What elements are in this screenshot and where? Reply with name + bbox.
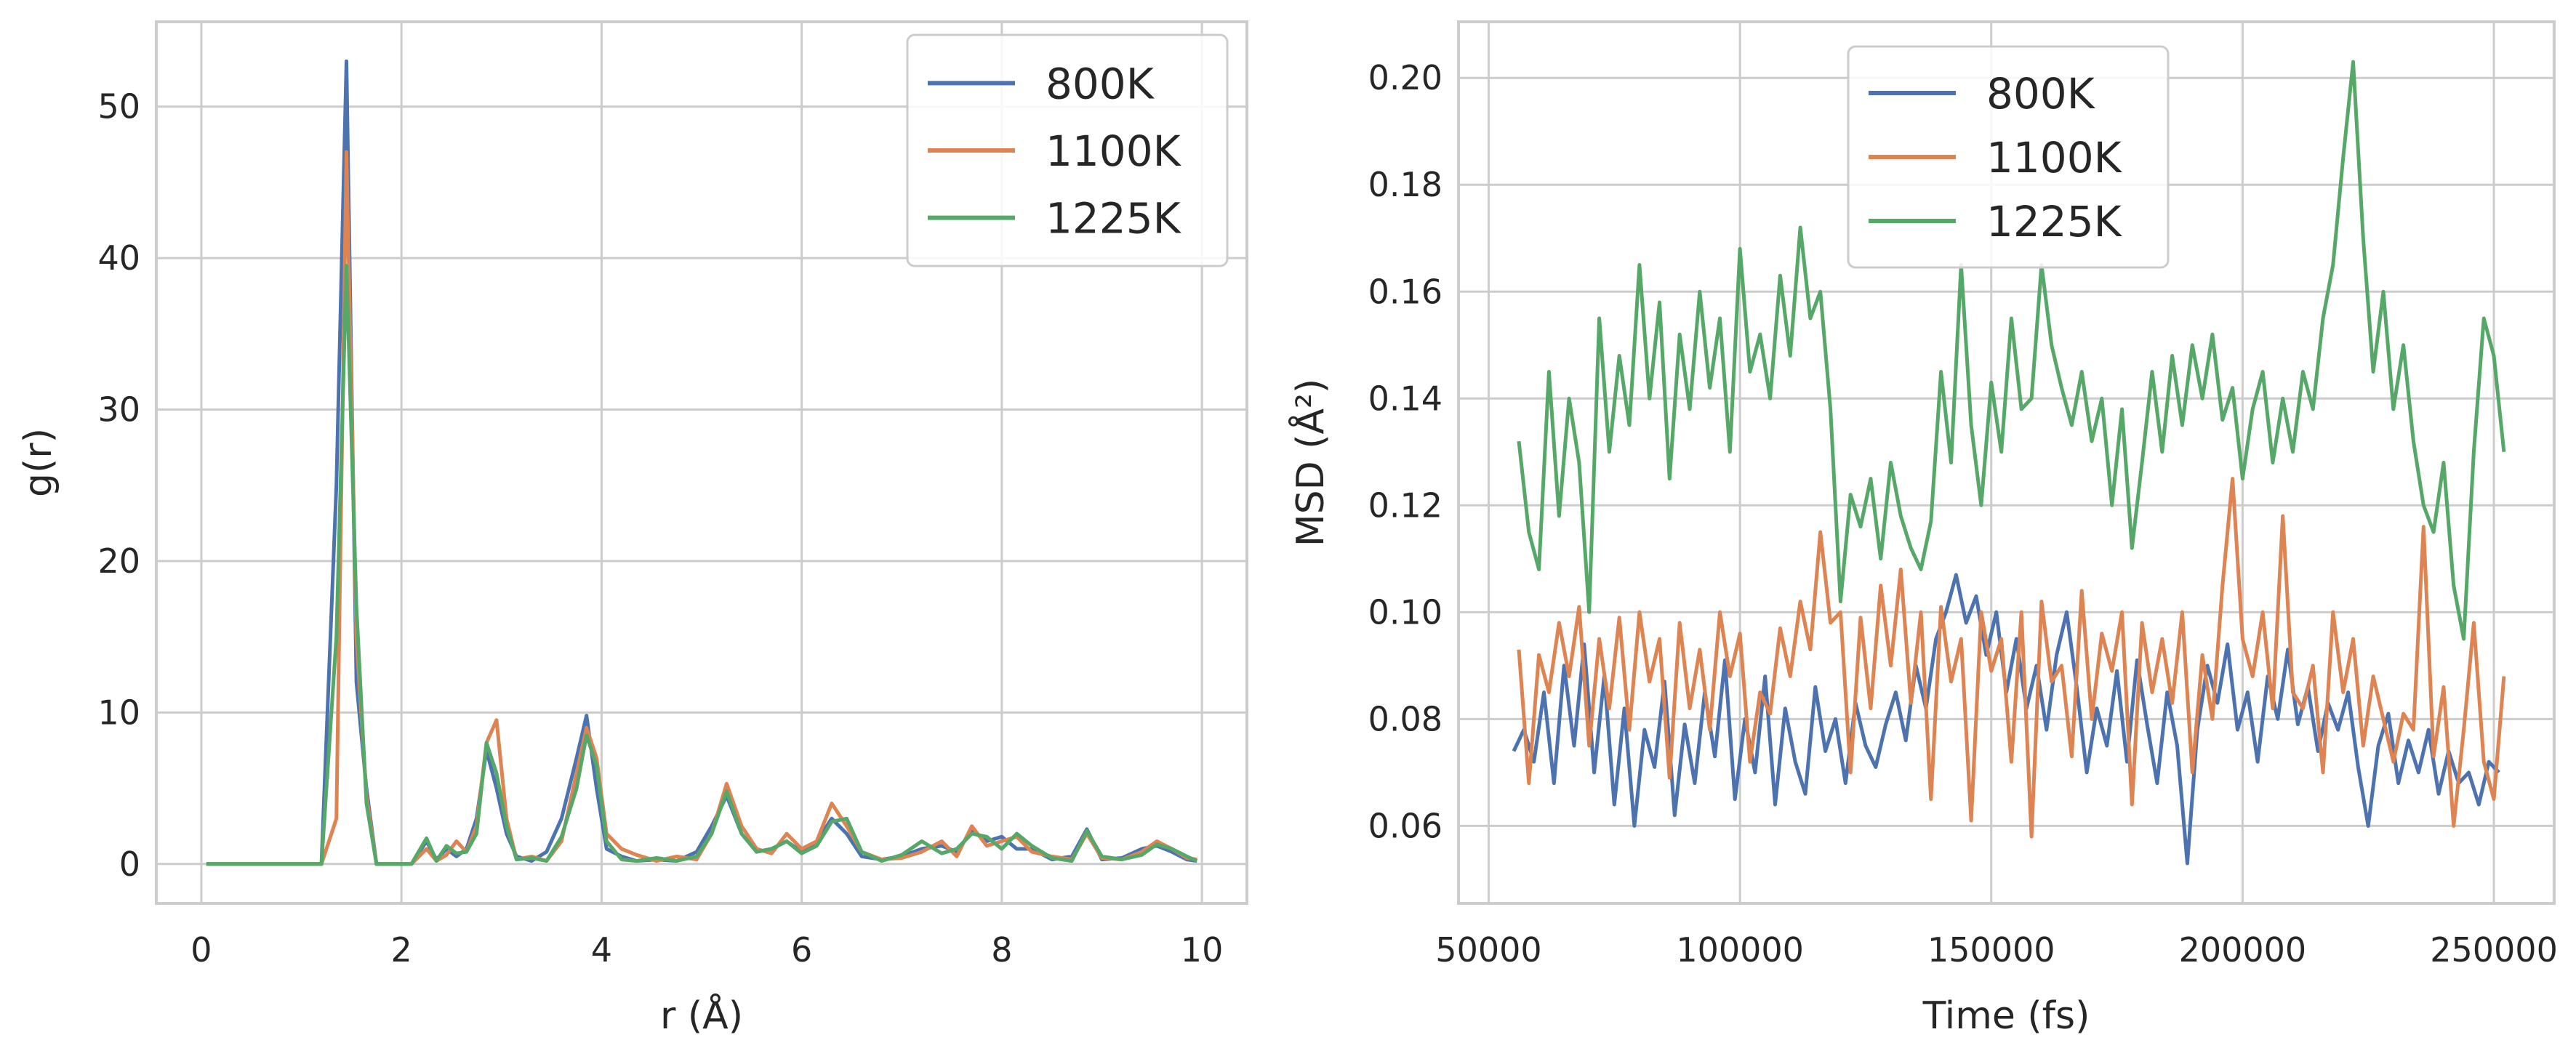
msd-ytick-label: 0.06 (1368, 806, 1443, 845)
rdf-legend-label-1225K: 1225K (1046, 194, 1182, 243)
rdf-legend: 800K 1100K 1225K (906, 33, 1229, 267)
msd-ytick-label: 0.14 (1368, 379, 1443, 418)
msd-xtick-label: 200000 (2179, 930, 2307, 970)
msd-legend: 800K 1100K 1225K (1847, 45, 2170, 269)
rdf-chart: 0 2 4 6 8 10 0 10 20 30 40 50 r (Å) g(r) 800K 1100K 1… (17, 20, 1248, 1038)
rdf-ytick-label: 30 (97, 390, 140, 430)
msd-frame (1457, 20, 2556, 905)
rdf-ytick-label: 50 (97, 87, 140, 126)
rdf-legend-label-1100K: 1100K (1046, 126, 1182, 176)
msd-series-1225K (1517, 60, 2506, 641)
rdf-xtick-label: 4 (591, 930, 612, 970)
msd-legend-label-800K: 800K (1986, 69, 2096, 118)
msd-ytick-label: 0.18 (1368, 165, 1443, 204)
rdf-legend-box (906, 33, 1229, 267)
rdf-frame (155, 20, 1248, 905)
msd-legend-label-1225K: 1225K (1986, 197, 2123, 246)
rdf-x-label: r (Å) (660, 993, 743, 1038)
msd-chart: 50000 100000 150000 200000 250000 0.06 0.08 0.1… (1288, 20, 2558, 1038)
msd-xtick-label: 50000 (1435, 930, 1541, 970)
msd-legend-box (1847, 45, 2170, 269)
msd-series-1100K (1517, 477, 2506, 839)
rdf-xtick-label: 2 (391, 930, 412, 970)
rdf-xtick-label: 6 (791, 930, 812, 970)
msd-xtick-label: 250000 (2430, 930, 2558, 970)
rdf-xtick-label: 0 (190, 930, 212, 970)
msd-x-label: Time (fs) (1922, 994, 2090, 1038)
msd-ticks: 50000 100000 150000 200000 250000 0.06 0.08 0.1… (1368, 58, 2558, 970)
rdf-xtick-label: 10 (1181, 930, 1224, 970)
msd-ytick-label: 0.12 (1368, 485, 1443, 525)
rdf-xtick-label: 8 (991, 930, 1012, 970)
rdf-y-label: g(r) (17, 428, 60, 497)
rdf-ytick-label: 40 (97, 238, 140, 278)
rdf-ytick-label: 10 (97, 693, 140, 732)
msd-y-label: MSD (Å²) (1288, 379, 1333, 547)
rdf-ytick-label: 20 (97, 541, 140, 581)
rdf-ytick-label: 0 (119, 845, 140, 884)
msd-ytick-label: 0.20 (1368, 58, 1443, 97)
rdf-lines (206, 59, 1198, 866)
msd-legend-label-1100K: 1100K (1986, 133, 2123, 182)
msd-lines (1512, 60, 2506, 866)
rdf-series-1225K (206, 264, 1198, 866)
msd-ytick-label: 0.16 (1368, 272, 1443, 311)
rdf-ticks: 0 2 4 6 8 10 0 10 20 30 40 50 (97, 87, 1223, 970)
msd-xtick-label: 150000 (1927, 930, 2055, 970)
msd-ytick-label: 0.10 (1368, 592, 1443, 632)
msd-ytick-label: 0.08 (1368, 699, 1443, 738)
rdf-legend-label-800K: 800K (1046, 59, 1155, 108)
msd-xtick-label: 100000 (1676, 930, 1804, 970)
